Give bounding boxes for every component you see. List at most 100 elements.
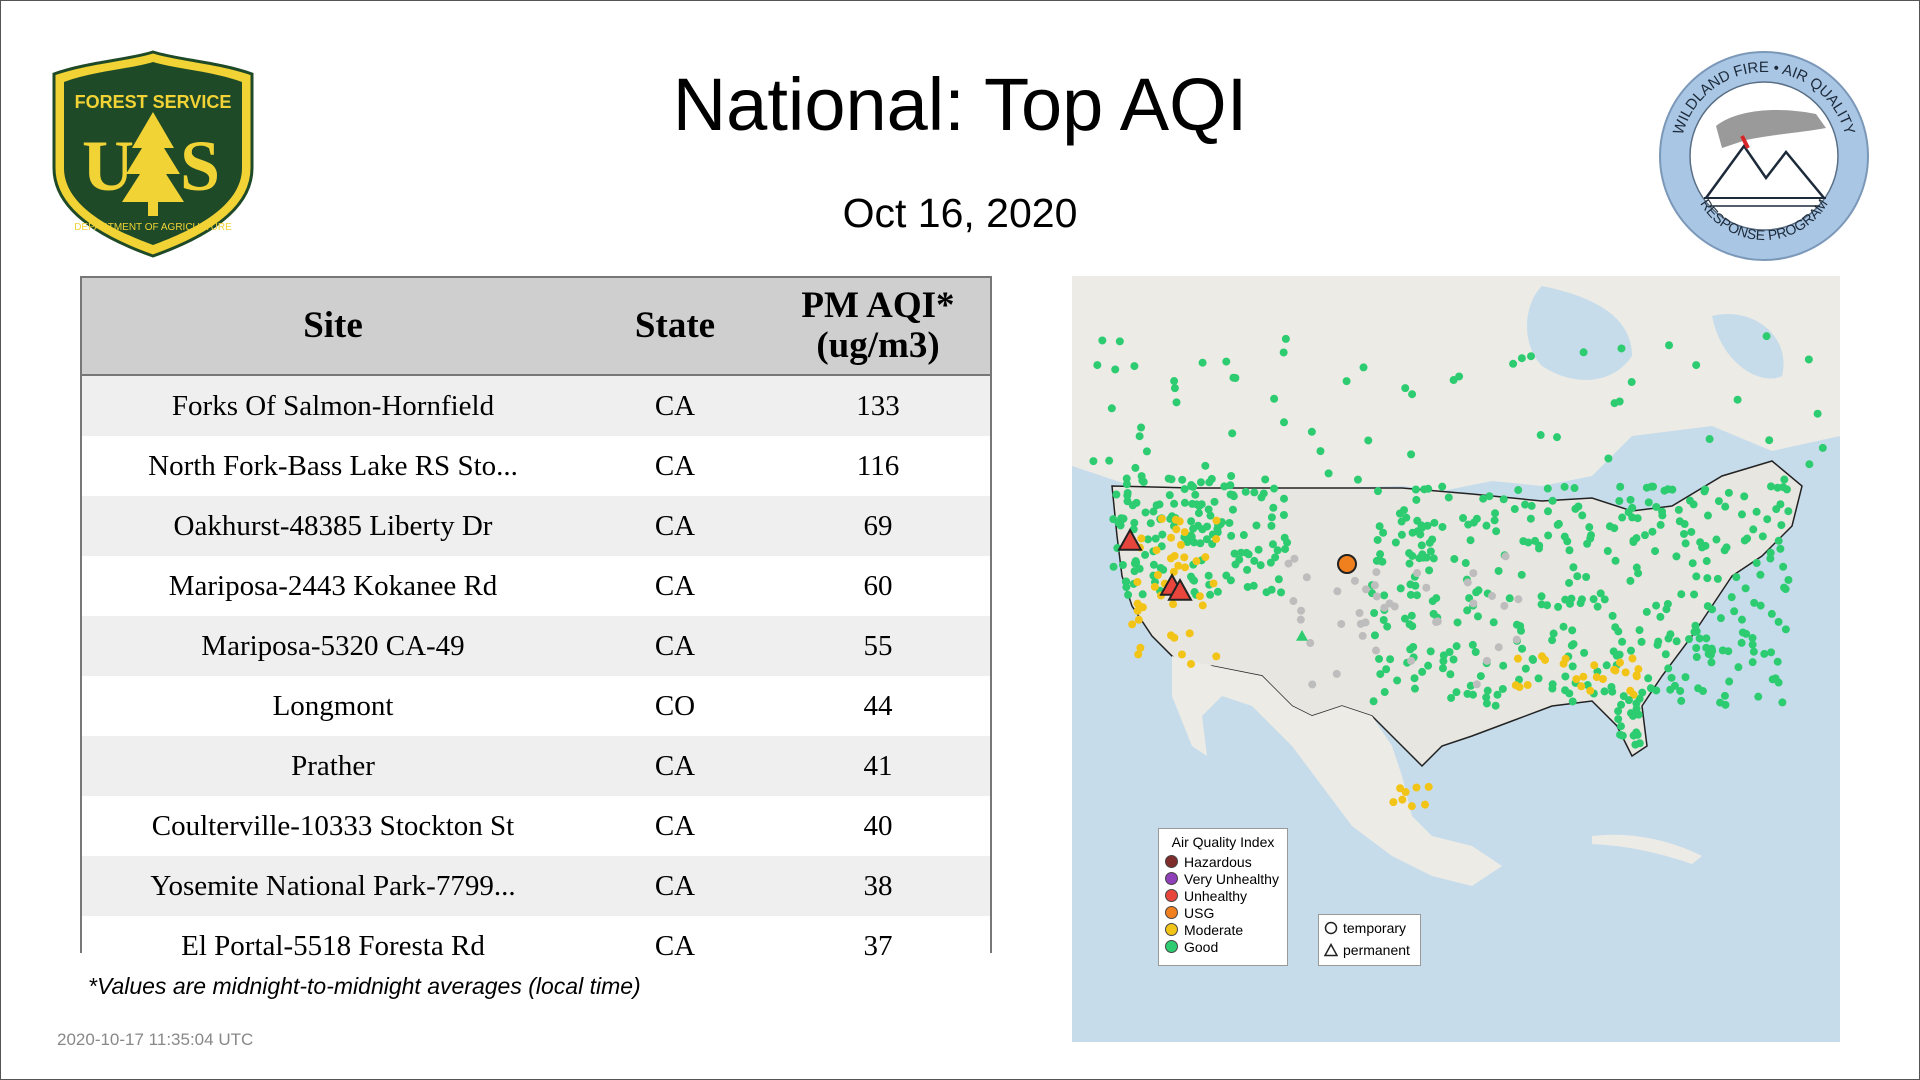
monitor-marker xyxy=(1749,525,1758,534)
legend-item-very-unhealthy: Very Unhealthy xyxy=(1159,870,1287,887)
monitor-marker xyxy=(1616,722,1625,731)
cell-aqi: 133 xyxy=(766,375,990,436)
monitor-marker xyxy=(1302,573,1311,582)
monitor-marker xyxy=(1408,390,1417,399)
monitor-marker xyxy=(1513,654,1522,663)
monitor-marker xyxy=(1695,634,1704,643)
monitor-marker xyxy=(1406,580,1415,589)
monitor-marker xyxy=(1430,518,1439,527)
monitor-marker xyxy=(1774,678,1783,687)
monitor-marker xyxy=(1615,397,1624,406)
monitor-marker xyxy=(1257,493,1266,502)
monitor-marker xyxy=(1225,518,1234,527)
monitor-marker xyxy=(1515,683,1524,692)
monitor-marker xyxy=(1098,336,1107,345)
monitor-marker xyxy=(1235,555,1244,564)
cell-site: Oakhurst-48385 Liberty Dr xyxy=(82,496,584,556)
monitor-marker xyxy=(1644,674,1653,683)
monitor-marker xyxy=(1782,485,1791,494)
monitor-marker xyxy=(1279,348,1288,357)
monitor-marker xyxy=(1169,600,1178,609)
monitor-marker xyxy=(1627,378,1636,387)
monitor-marker xyxy=(1818,443,1827,452)
monitor-marker xyxy=(1358,631,1367,640)
monitor-marker xyxy=(1615,650,1624,659)
monitor-marker xyxy=(1737,615,1746,624)
monitor-marker xyxy=(1213,587,1222,596)
monitor-marker xyxy=(1554,602,1563,611)
monitor-marker xyxy=(1174,561,1183,570)
monitor-marker xyxy=(1398,795,1407,804)
monitor-marker xyxy=(1284,559,1293,568)
monitor-marker xyxy=(1600,595,1609,604)
monitor-marker xyxy=(1772,505,1781,514)
monitor-marker xyxy=(1509,359,1518,368)
cell-site: Forks Of Salmon-Hornfield xyxy=(82,375,584,436)
monitor-marker xyxy=(1122,480,1131,489)
monitor-marker xyxy=(1560,532,1569,541)
monitor-marker xyxy=(1490,516,1499,525)
monitor-marker xyxy=(1439,657,1448,666)
monitor-marker xyxy=(1724,488,1733,497)
monitor-marker xyxy=(1553,520,1562,529)
monitor-marker xyxy=(1137,534,1146,543)
monitor-marker xyxy=(1446,670,1455,679)
monitor-marker xyxy=(1397,530,1406,539)
monitor-marker xyxy=(1512,635,1521,644)
monitor-marker xyxy=(1375,654,1384,663)
monitor-marker xyxy=(1279,510,1288,519)
monitor-marker xyxy=(1424,782,1433,791)
monitor-marker xyxy=(1396,584,1405,593)
monitor-marker xyxy=(1527,352,1536,361)
monitor-marker xyxy=(1640,531,1649,540)
monitor-marker xyxy=(1157,514,1166,523)
cell-state: CA xyxy=(584,616,766,676)
monitor-marker xyxy=(1537,592,1546,601)
monitor-marker xyxy=(1491,509,1500,518)
monitor-marker xyxy=(1316,447,1325,456)
monitor-marker xyxy=(1690,627,1699,636)
monitor-marker xyxy=(1400,614,1409,623)
monitor-marker xyxy=(1406,590,1415,599)
monitor-marker xyxy=(1485,492,1494,501)
cell-aqi: 37 xyxy=(766,916,990,976)
monitor-marker xyxy=(1222,357,1231,366)
monitor-marker xyxy=(1185,629,1194,638)
monitor-marker xyxy=(1776,544,1785,553)
monitor-marker xyxy=(1586,686,1595,695)
legend-label: temporary xyxy=(1343,920,1407,936)
monitor-marker xyxy=(1198,601,1207,610)
monitor-marker xyxy=(1412,591,1421,600)
monitor-marker xyxy=(1359,363,1368,372)
monitor-marker xyxy=(1109,562,1118,571)
monitor-marker xyxy=(1616,482,1625,491)
monitor-marker xyxy=(1615,658,1624,667)
monitor-marker xyxy=(1472,588,1481,597)
monitor-marker xyxy=(1667,673,1676,682)
monitor-marker xyxy=(1428,597,1437,606)
monitor-marker xyxy=(1473,612,1482,621)
monitor-marker xyxy=(1565,578,1574,587)
monitor-marker xyxy=(1229,373,1238,382)
monitor-marker xyxy=(1141,508,1150,517)
monitor-marker xyxy=(1611,556,1620,565)
monitor-marker xyxy=(1652,601,1661,610)
monitor-marker xyxy=(1439,651,1448,660)
monitor-marker xyxy=(1500,601,1509,610)
monitor-marker xyxy=(1577,682,1586,691)
monitor-marker xyxy=(1580,648,1589,657)
monitor-marker xyxy=(1577,595,1586,604)
monitor-marker xyxy=(1777,521,1786,530)
monitor-marker xyxy=(1722,543,1731,552)
report-date: Oct 16, 2020 xyxy=(842,190,1078,236)
svg-text:FOREST SERVICE: FOREST SERVICE xyxy=(75,92,232,112)
monitor-marker xyxy=(1687,527,1696,536)
monitor-marker xyxy=(1133,578,1142,587)
monitor-marker xyxy=(1426,547,1435,556)
monitor-marker xyxy=(1767,609,1776,618)
monitor-marker xyxy=(1206,511,1215,520)
monitor-marker xyxy=(1572,675,1581,684)
monitor-marker xyxy=(1537,600,1546,609)
monitor-marker xyxy=(1376,550,1385,559)
monitor-marker xyxy=(1536,431,1545,440)
